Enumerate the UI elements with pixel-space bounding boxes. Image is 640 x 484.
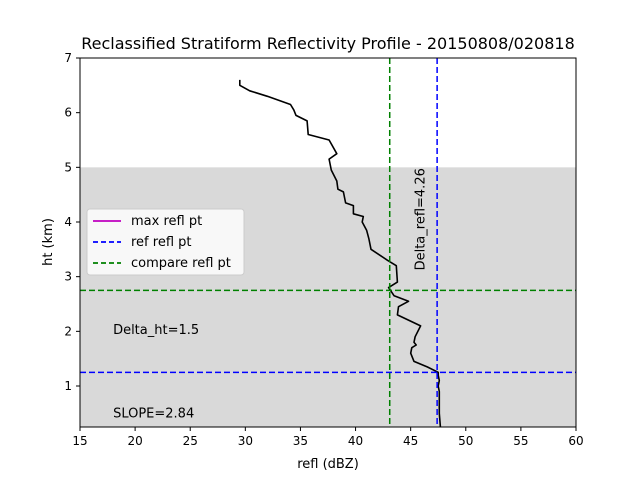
delta-refl-annotation: Delta_refl=4.26 bbox=[413, 168, 428, 270]
chart-marks bbox=[80, 58, 576, 428]
y-tick-label: 5 bbox=[64, 160, 72, 174]
y-axis-label: ht (km) bbox=[41, 218, 56, 266]
axes-frame bbox=[79, 57, 577, 428]
legend-label: ref refl pt bbox=[131, 235, 192, 250]
y-tick-label: 4 bbox=[64, 215, 72, 229]
legend-box bbox=[86, 208, 245, 276]
x-tick-label: 30 bbox=[238, 434, 253, 448]
chart-annotations: Delta_ht=1.5 SLOPE=2.84 Delta_refl=4.26 bbox=[113, 168, 428, 421]
y-tick-label: 1 bbox=[64, 379, 72, 393]
y-tick-label: 2 bbox=[64, 324, 72, 338]
x-tick-label: 15 bbox=[72, 434, 87, 448]
x-tick-label: 60 bbox=[568, 434, 583, 448]
stratiform-shaded-region bbox=[80, 167, 576, 428]
x-tick-label: 50 bbox=[458, 434, 473, 448]
x-axis-label: refl (dBZ) bbox=[297, 457, 359, 472]
x-tick-label: 25 bbox=[183, 434, 198, 448]
chart-title: Reclassified Stratiform Reflectivity Pro… bbox=[81, 34, 575, 53]
legend: max refl pt ref refl pt compare refl pt bbox=[86, 208, 245, 276]
y-tick-label: 7 bbox=[64, 51, 72, 65]
delta-ht-annotation: Delta_ht=1.5 bbox=[113, 323, 199, 338]
x-tick-label: 20 bbox=[127, 434, 142, 448]
y-tick-label: 6 bbox=[64, 106, 72, 120]
plot-area bbox=[80, 167, 576, 428]
x-tick-label: 45 bbox=[403, 434, 418, 448]
slope-annotation: SLOPE=2.84 bbox=[113, 406, 194, 421]
reflectivity-profile-line bbox=[239, 79, 442, 428]
x-tick-label: 40 bbox=[348, 434, 363, 448]
legend-label: compare refl pt bbox=[131, 256, 231, 271]
legend-label: max refl pt bbox=[131, 214, 202, 229]
x-tick-label: 35 bbox=[293, 434, 308, 448]
x-tick-label: 55 bbox=[513, 434, 528, 448]
y-tick-label: 3 bbox=[64, 270, 72, 284]
